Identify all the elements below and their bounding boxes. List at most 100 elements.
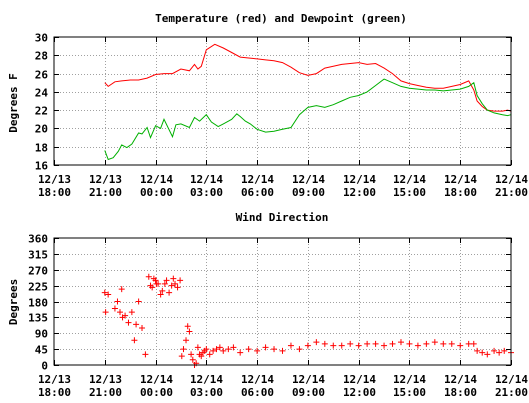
wind-point	[414, 342, 421, 349]
wind-point	[131, 337, 138, 344]
series-points	[101, 273, 514, 368]
wind-point	[364, 340, 371, 347]
wind-point	[245, 346, 252, 353]
x-tick-label-time: 21:00	[89, 186, 122, 199]
x-tick-label-date: 12/14	[292, 173, 325, 186]
wind-point	[431, 339, 438, 346]
y-tick-label: 24	[35, 87, 49, 100]
wind-point	[166, 289, 173, 296]
wind-point	[128, 309, 135, 316]
wind-point	[142, 351, 149, 358]
x-tick-label-date: 12/14	[444, 173, 477, 186]
x-tick-label-date: 12/13	[38, 373, 71, 386]
wind-point	[198, 353, 205, 360]
wind-point	[220, 347, 227, 354]
y-tick-label: 26	[35, 69, 49, 82]
temperature-dewpoint-chart: Temperature (red) and Dewpoint (green) D…	[7, 12, 528, 199]
wind-point	[186, 328, 193, 335]
wind-point	[479, 349, 486, 356]
x-tick-label-date: 12/14	[495, 173, 528, 186]
x-tick-label-date: 12/13	[38, 173, 71, 186]
wind-point	[170, 275, 177, 282]
wind-point	[296, 346, 303, 353]
wind-point	[321, 340, 328, 347]
wind-point	[484, 351, 491, 358]
wind-point	[188, 351, 195, 358]
wind-point	[102, 309, 109, 316]
wind-point	[184, 323, 191, 330]
x-tick-label-time: 18:00	[38, 186, 71, 199]
wind-point	[338, 342, 345, 349]
x-tick-label-time: 03:00	[190, 386, 223, 399]
wind-point	[111, 305, 118, 312]
wind-point	[213, 346, 220, 353]
wind-point	[152, 277, 159, 284]
wind-point	[440, 340, 447, 347]
wind-point	[474, 347, 481, 354]
wind-direction-chart: Wind Direction Degrees 0 45 90 135 180 225 270…	[7, 211, 528, 399]
x-tick-label-date: 12/14	[292, 373, 325, 386]
wind-point	[203, 346, 210, 353]
wind-point	[189, 356, 196, 363]
wind-point	[118, 286, 125, 293]
x-tick-label-date: 12/14	[495, 373, 528, 386]
x-tick-label-date: 12/13	[89, 173, 122, 186]
wind-point	[139, 324, 146, 331]
wind-point	[145, 273, 152, 280]
wind-point	[210, 347, 217, 354]
wind-point	[177, 277, 184, 284]
y-tick-label: 30	[35, 32, 48, 45]
x-tick-label-time: 18:00	[38, 386, 71, 399]
x-tick-label-time: 21:00	[89, 386, 122, 399]
wind-point	[313, 339, 320, 346]
wind-point	[237, 349, 244, 356]
wind-point	[423, 340, 430, 347]
wind-point	[157, 291, 164, 298]
wind-point	[381, 342, 388, 349]
y-tick-label: 315	[28, 249, 48, 262]
x-tick-label-time: 12:00	[343, 386, 376, 399]
wind-point	[457, 342, 464, 349]
wind-point	[287, 342, 294, 349]
wind-point	[149, 284, 156, 291]
wind-point	[355, 342, 362, 349]
x-tick-label-date: 12/14	[241, 173, 274, 186]
x-tick-label-time: 09:00	[292, 186, 325, 199]
x-tick-label-date: 12/14	[393, 373, 426, 386]
x-tick-label-date: 12/14	[343, 173, 376, 186]
x-tick-label-time: 18:00	[444, 186, 477, 199]
wind-point	[125, 319, 132, 326]
wind-point	[172, 280, 179, 287]
y-tick-label: 225	[28, 281, 48, 294]
series-lines	[104, 43, 512, 161]
y-axis-label: Degrees	[7, 279, 20, 325]
wind-point	[330, 342, 337, 349]
y-tick-label: 16	[35, 160, 49, 173]
wind-point	[254, 347, 261, 354]
wind-point	[230, 344, 237, 351]
y-tick-label: 45	[35, 344, 48, 357]
y-tick-label: 360	[28, 233, 48, 246]
wind-point	[133, 321, 140, 328]
y-tick-label: 270	[28, 265, 48, 278]
wind-point	[135, 298, 142, 305]
wind-point	[225, 346, 232, 353]
x-tick-label-time: 21:00	[495, 386, 528, 399]
chart-title: Wind Direction	[236, 211, 329, 224]
x-tick-label-date: 12/13	[89, 373, 122, 386]
wind-point	[206, 351, 213, 358]
x-tick-label-time: 15:00	[393, 386, 426, 399]
y-tick-label: 28	[35, 50, 48, 63]
wind-point	[122, 312, 129, 319]
x-tick-label-date: 12/14	[241, 373, 274, 386]
wind-point	[174, 284, 181, 291]
wind-point	[465, 340, 472, 347]
dewpoint-line	[104, 78, 512, 161]
axis-ticks: 0459013518022527031536012/1318:0012/1321…	[28, 233, 528, 400]
wind-point	[496, 349, 503, 356]
wind-point	[347, 340, 354, 347]
wind-point	[389, 340, 396, 347]
x-tick-label-date: 12/14	[444, 373, 477, 386]
x-tick-label-date: 12/14	[190, 173, 223, 186]
